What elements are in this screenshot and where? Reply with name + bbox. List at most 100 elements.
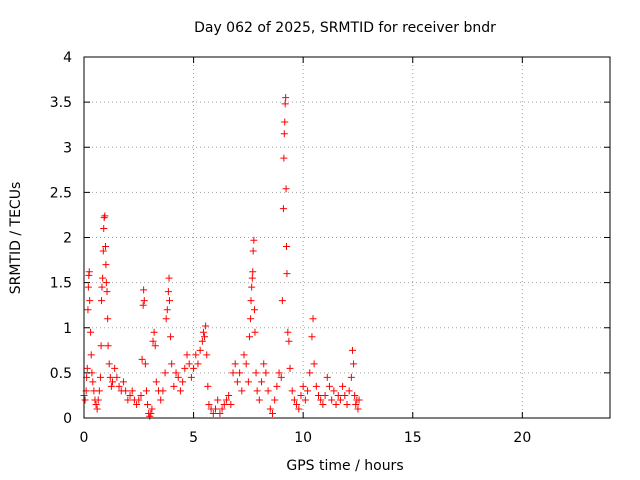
data-point (271, 396, 279, 404)
data-point (227, 400, 235, 408)
data-point (96, 373, 104, 381)
data-point (317, 396, 325, 404)
data-point (240, 351, 248, 359)
data-point (321, 391, 329, 399)
data-point (345, 387, 353, 395)
data-point (102, 279, 110, 287)
data-point (273, 382, 281, 390)
data-point (278, 297, 286, 305)
data-point (283, 270, 291, 278)
data-point (325, 382, 333, 390)
data-point (306, 369, 314, 377)
data-point (149, 337, 157, 345)
data-point (282, 185, 290, 193)
data-point (247, 297, 255, 305)
data-point (354, 405, 362, 413)
data-point (124, 396, 132, 404)
data-point (220, 400, 228, 408)
data-point (355, 396, 363, 404)
data-point (99, 247, 107, 255)
data-point (286, 364, 294, 372)
data-point (201, 333, 209, 341)
data-point (95, 387, 103, 395)
data-point (341, 391, 349, 399)
data-point (264, 387, 272, 395)
data-point (290, 396, 298, 404)
data-point (284, 328, 292, 336)
data-point (222, 396, 230, 404)
data-point (97, 342, 105, 350)
data-point (308, 333, 316, 341)
data-point (343, 400, 351, 408)
data-point (328, 396, 336, 404)
data-point (137, 391, 145, 399)
data-point (280, 130, 288, 138)
data-point (104, 315, 112, 323)
data-point (122, 387, 130, 395)
data-point (233, 378, 241, 386)
x-axis-label: GPS time / hours (286, 458, 403, 474)
data-point (251, 306, 259, 314)
data-point (336, 396, 344, 404)
data-point (98, 297, 106, 305)
data-point (299, 382, 307, 390)
data-point (113, 373, 121, 381)
data-point (165, 274, 173, 282)
data-point (203, 351, 211, 359)
data-point (319, 400, 327, 408)
data-point (115, 382, 123, 390)
y-tick-label: 1 (63, 321, 72, 337)
data-point (293, 400, 301, 408)
data-point (119, 378, 127, 386)
x-tick-label: 0 (80, 430, 89, 446)
data-point (141, 360, 149, 368)
data-point (179, 378, 187, 386)
x-tick-label: 20 (513, 430, 531, 446)
data-point (164, 288, 172, 296)
data-point (231, 360, 239, 368)
data-point (87, 328, 95, 336)
data-point (144, 400, 152, 408)
data-point (152, 378, 160, 386)
data-point (147, 409, 155, 417)
y-tick-label: 1.5 (50, 276, 72, 292)
data-point (309, 315, 317, 323)
data-point (351, 391, 359, 399)
data-point (260, 360, 268, 368)
data-point (172, 369, 180, 377)
data-point (339, 382, 347, 390)
data-point (83, 364, 91, 372)
data-point (174, 373, 182, 381)
data-point (139, 301, 147, 309)
data-point (253, 387, 261, 395)
data-point (103, 288, 111, 296)
y-tick-label: 0 (63, 411, 72, 427)
data-point (108, 378, 116, 386)
data-point (275, 369, 283, 377)
data-point (323, 373, 331, 381)
data-point (162, 315, 170, 323)
y-tick-label: 4 (63, 50, 72, 66)
data-point (92, 400, 100, 408)
data-point (225, 391, 233, 399)
data-point (288, 387, 296, 395)
data-point (242, 360, 250, 368)
y-tick-label: 3.5 (50, 95, 72, 111)
data-point (205, 400, 213, 408)
data-point (140, 297, 148, 305)
data-point (126, 391, 134, 399)
data-point (285, 337, 293, 345)
data-point (244, 378, 252, 386)
data-point (282, 94, 290, 102)
data-point (101, 212, 109, 220)
data-point (138, 355, 146, 363)
data-point (106, 373, 114, 381)
data-point (251, 328, 259, 336)
data-point (252, 369, 260, 377)
data-point (202, 322, 210, 330)
data-point (312, 382, 320, 390)
data-point (87, 351, 95, 359)
data-point (238, 387, 246, 395)
data-point (148, 405, 156, 413)
